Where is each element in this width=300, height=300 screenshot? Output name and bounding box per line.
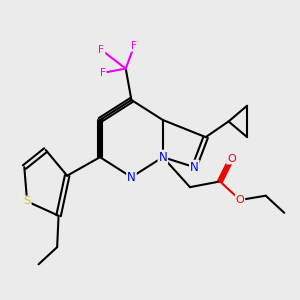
Text: N: N (190, 160, 199, 174)
Text: F: F (98, 45, 104, 55)
Text: F: F (131, 41, 137, 51)
Text: O: O (236, 195, 244, 205)
Text: N: N (127, 171, 136, 184)
Text: O: O (227, 154, 236, 164)
Text: F: F (100, 68, 106, 78)
Text: S: S (24, 196, 31, 206)
Text: N: N (158, 151, 167, 164)
